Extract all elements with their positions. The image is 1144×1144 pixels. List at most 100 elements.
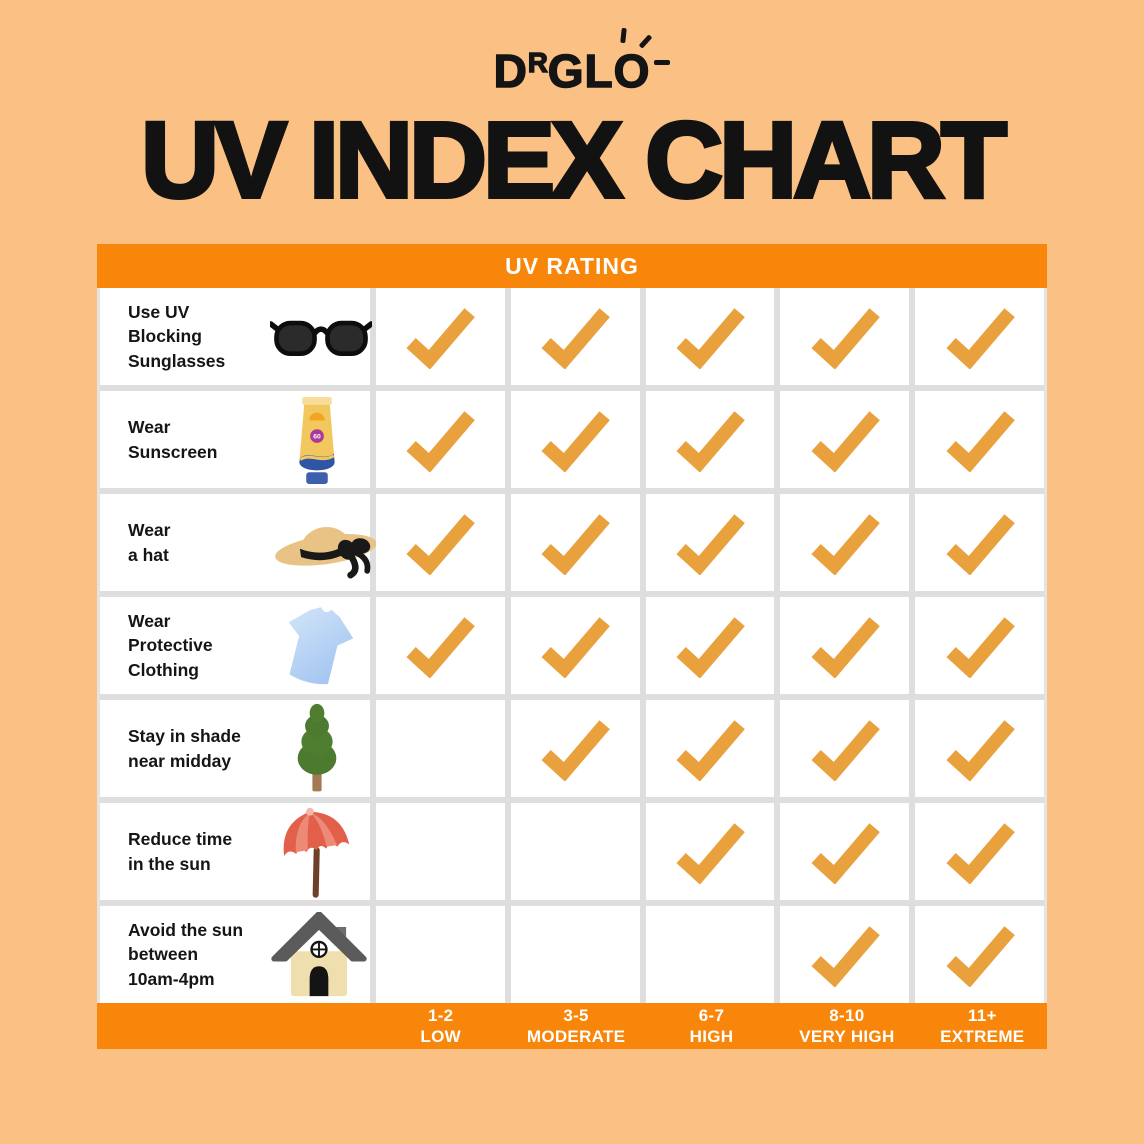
check-cell bbox=[510, 288, 640, 385]
check-icon bbox=[676, 822, 745, 884]
row-label-text: Avoid the sun between 10am-4pm bbox=[128, 919, 244, 989]
check-cell bbox=[510, 494, 640, 591]
rating-scale-low: 1-2 LOW bbox=[376, 1005, 505, 1048]
tree-icon bbox=[270, 703, 364, 795]
check-cell bbox=[780, 906, 910, 1003]
check-icon bbox=[811, 822, 880, 884]
check-cell bbox=[780, 288, 910, 385]
row-label-text: Stay in shade near midday bbox=[128, 726, 241, 771]
check-icon bbox=[946, 822, 1015, 884]
check-icon bbox=[811, 410, 880, 472]
check-cell bbox=[645, 391, 775, 488]
check-icon bbox=[541, 513, 611, 575]
check-cell bbox=[915, 597, 1044, 694]
check-cell bbox=[510, 700, 640, 797]
check-icon bbox=[811, 616, 880, 678]
check-cell bbox=[376, 288, 505, 385]
check-icon bbox=[811, 719, 880, 781]
uv-table: UV RATING Use UV Blocking Sunglasses bbox=[97, 244, 1047, 1049]
brand-logo: DRGLO bbox=[0, 27, 1144, 98]
rating-level: LOW bbox=[420, 1027, 461, 1046]
check-icon bbox=[541, 616, 611, 678]
row-label-text: Reduce time in the sun bbox=[128, 829, 233, 874]
svg-text:60: 60 bbox=[313, 433, 321, 440]
rating-scale-bar: 1-2 LOW 3-5 MODERATE 6-7 HIGH 8-10 VERY … bbox=[97, 1003, 1047, 1049]
check-cell bbox=[510, 597, 640, 694]
row-label-text: Wear Protective Clothing bbox=[128, 610, 213, 680]
check-cell bbox=[510, 391, 640, 488]
check-cell bbox=[510, 906, 640, 1003]
check-icon bbox=[676, 410, 745, 472]
check-cell bbox=[915, 700, 1044, 797]
check-cell bbox=[915, 906, 1044, 1003]
check-cell bbox=[376, 494, 505, 591]
check-icon bbox=[946, 616, 1015, 678]
check-cell bbox=[645, 803, 775, 900]
rating-level: VERY HIGH bbox=[799, 1027, 895, 1046]
rating-level: EXTREME bbox=[940, 1027, 1025, 1046]
row-label-text: Use UV Blocking Sunglasses bbox=[128, 301, 226, 371]
check-cell bbox=[780, 700, 910, 797]
umbrella-icon bbox=[270, 805, 364, 899]
rating-level: HIGH bbox=[689, 1027, 734, 1046]
brand-letters-glo: GLO bbox=[547, 44, 651, 98]
check-cell bbox=[376, 803, 505, 900]
sun-ray-icon bbox=[620, 27, 628, 44]
table-grid: Use UV Blocking Sunglasses Wea bbox=[97, 288, 1047, 1003]
sunglasses-icon bbox=[270, 315, 372, 359]
check-icon bbox=[676, 616, 745, 678]
check-icon bbox=[406, 616, 476, 678]
check-cell bbox=[645, 288, 775, 385]
check-cell bbox=[915, 803, 1044, 900]
check-cell bbox=[780, 494, 910, 591]
check-icon bbox=[946, 513, 1015, 575]
check-cell bbox=[915, 391, 1044, 488]
rating-scale-very-high: 8-10 VERY HIGH bbox=[782, 1005, 911, 1048]
table-row-label-clothing: Wear Protective Clothing bbox=[100, 597, 370, 694]
check-icon bbox=[946, 925, 1015, 987]
check-cell bbox=[915, 288, 1044, 385]
check-icon bbox=[946, 410, 1015, 472]
check-cell bbox=[645, 906, 775, 1003]
check-icon bbox=[406, 307, 476, 369]
rating-range: 11+ bbox=[967, 1005, 997, 1025]
table-row-label-hat: Wear a hat bbox=[100, 494, 377, 591]
check-cell bbox=[915, 494, 1044, 591]
check-cell bbox=[376, 597, 505, 694]
rating-scale-high: 6-7 HIGH bbox=[647, 1005, 776, 1048]
check-icon bbox=[541, 307, 611, 369]
row-label-text: Wear a hat bbox=[128, 520, 171, 565]
check-cell bbox=[376, 700, 505, 797]
check-cell bbox=[780, 597, 910, 694]
brand-letter-r: R bbox=[527, 46, 548, 79]
rating-range: 3-5 bbox=[563, 1005, 589, 1025]
check-icon bbox=[811, 513, 880, 575]
check-cell bbox=[645, 597, 775, 694]
table-row-label-reduce-sun: Reduce time in the sun bbox=[100, 803, 370, 900]
table-row-label-shade: Stay in shade near midday bbox=[100, 700, 370, 797]
table-row-label-sunscreen: Wear Sunscreen 60 bbox=[100, 391, 370, 488]
tshirt-icon bbox=[270, 603, 364, 689]
sun-ray-icon bbox=[654, 60, 671, 65]
check-icon bbox=[811, 307, 880, 369]
sun-hat-icon bbox=[270, 506, 384, 580]
check-cell bbox=[376, 391, 505, 488]
check-cell bbox=[645, 494, 775, 591]
check-cell bbox=[780, 391, 910, 488]
check-icon bbox=[676, 513, 745, 575]
table-row-label-avoid-sun: Avoid the sun between 10am-4pm bbox=[100, 906, 370, 1003]
check-icon bbox=[541, 410, 611, 472]
rating-level: MODERATE bbox=[526, 1027, 626, 1046]
check-icon bbox=[946, 307, 1015, 369]
brand-logo-text: DRGLO bbox=[493, 27, 671, 98]
page-title: UV INDEX CHART bbox=[139, 97, 1009, 222]
check-icon bbox=[406, 513, 476, 575]
check-icon bbox=[946, 719, 1015, 781]
table-row-label-sunglasses: Use UV Blocking Sunglasses bbox=[100, 288, 372, 385]
rating-scale-extreme: 11+ EXTREME bbox=[918, 1005, 1047, 1048]
check-icon bbox=[406, 410, 476, 472]
check-cell bbox=[510, 803, 640, 900]
check-icon bbox=[541, 719, 611, 781]
rating-range: 6-7 bbox=[698, 1005, 725, 1025]
